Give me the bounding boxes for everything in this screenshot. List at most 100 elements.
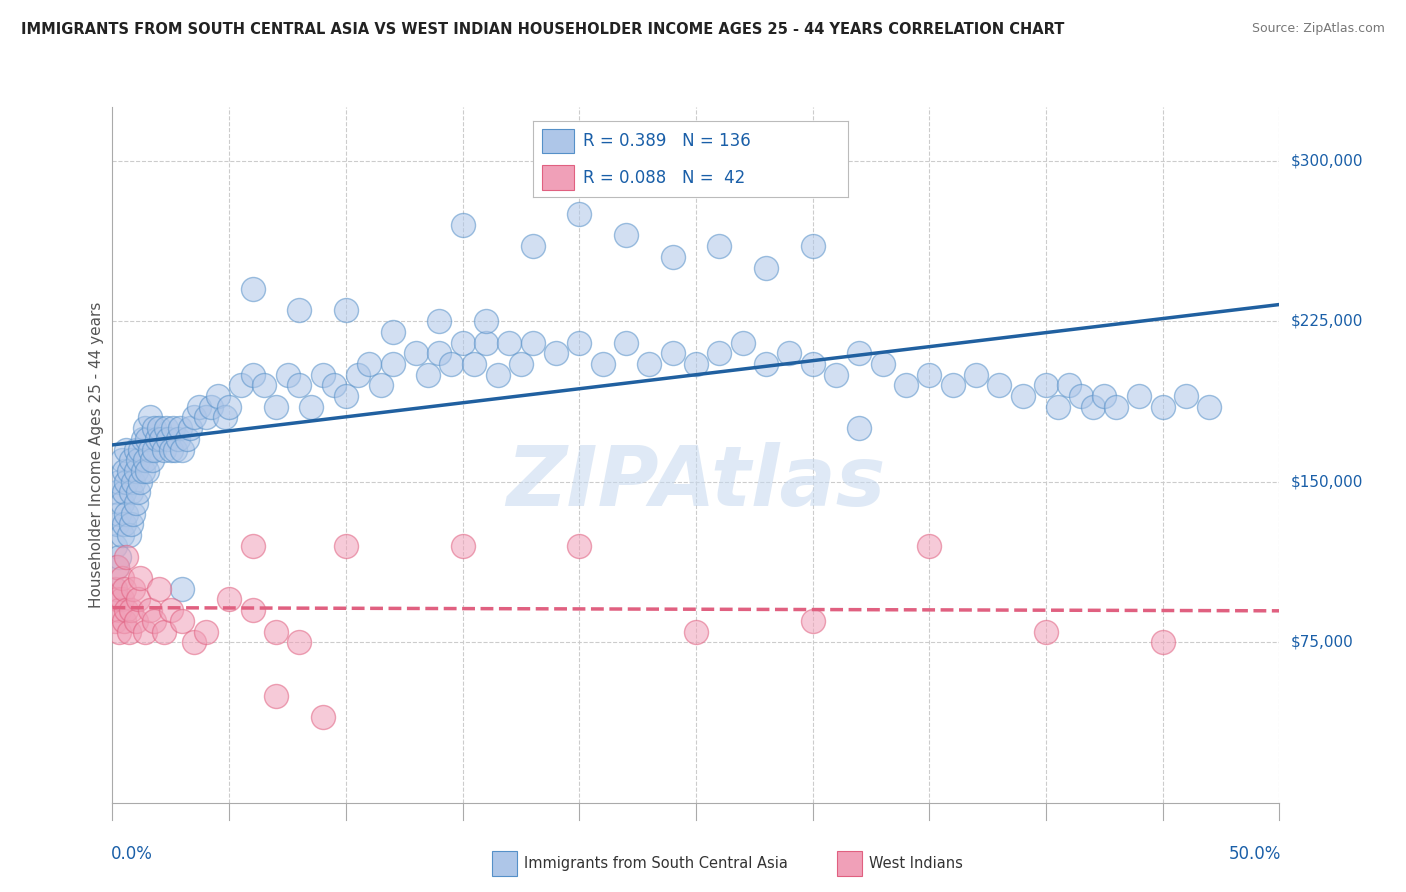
Point xyxy=(105,592,128,607)
Point xyxy=(475,314,498,328)
Point xyxy=(162,421,184,435)
Point xyxy=(127,485,149,500)
Point xyxy=(112,485,135,500)
Point xyxy=(160,442,183,457)
Point xyxy=(108,475,131,489)
Point xyxy=(218,400,240,414)
Point xyxy=(183,410,205,425)
Point xyxy=(1011,389,1033,403)
Point xyxy=(108,624,131,639)
Point xyxy=(120,517,142,532)
Point xyxy=(122,507,145,521)
Point xyxy=(264,400,287,414)
Point xyxy=(111,592,134,607)
Text: $75,000: $75,000 xyxy=(1291,635,1354,649)
Point xyxy=(134,624,156,639)
Point xyxy=(122,582,145,596)
Text: $300,000: $300,000 xyxy=(1291,153,1362,168)
Point xyxy=(108,549,131,564)
Point xyxy=(661,346,683,360)
Point xyxy=(139,603,162,617)
Point xyxy=(801,239,824,253)
Point xyxy=(346,368,368,382)
Point xyxy=(848,421,870,435)
Text: IMMIGRANTS FROM SOUTH CENTRAL ASIA VS WEST INDIAN HOUSEHOLDER INCOME AGES 25 - 4: IMMIGRANTS FROM SOUTH CENTRAL ASIA VS WE… xyxy=(21,22,1064,37)
Point xyxy=(242,368,264,382)
Point xyxy=(1128,389,1150,403)
Point xyxy=(486,368,509,382)
Point xyxy=(638,357,661,371)
Point xyxy=(143,614,166,628)
Point xyxy=(335,389,357,403)
Point xyxy=(146,432,169,446)
Point xyxy=(894,378,917,392)
Point xyxy=(111,571,134,585)
Point xyxy=(153,442,176,457)
Point xyxy=(509,357,531,371)
Point xyxy=(141,453,163,467)
Point xyxy=(1105,400,1128,414)
Bar xyxy=(543,165,574,190)
Point xyxy=(136,432,159,446)
Point xyxy=(311,710,333,724)
Point xyxy=(381,325,404,339)
Point xyxy=(614,335,637,350)
Point xyxy=(139,442,162,457)
Point xyxy=(111,528,134,542)
Point xyxy=(112,582,135,596)
Point xyxy=(115,549,138,564)
Point xyxy=(172,442,194,457)
Point xyxy=(139,410,162,425)
Point xyxy=(242,539,264,553)
Point xyxy=(229,378,252,392)
Point xyxy=(134,421,156,435)
Point xyxy=(214,410,236,425)
Point xyxy=(1081,400,1104,414)
Point xyxy=(685,624,707,639)
Point xyxy=(120,453,142,467)
Point xyxy=(522,239,544,253)
Point xyxy=(1035,378,1057,392)
Point xyxy=(118,464,141,478)
Point xyxy=(335,539,357,553)
Point xyxy=(918,539,941,553)
Point xyxy=(1070,389,1092,403)
Text: Source: ZipAtlas.com: Source: ZipAtlas.com xyxy=(1251,22,1385,36)
Point xyxy=(416,368,439,382)
Point xyxy=(661,250,683,264)
Point xyxy=(405,346,427,360)
Point xyxy=(160,603,183,617)
Text: ZIPAtlas: ZIPAtlas xyxy=(506,442,886,524)
Point xyxy=(120,603,142,617)
Point xyxy=(288,303,311,318)
Point xyxy=(848,346,870,360)
Point xyxy=(207,389,229,403)
Point xyxy=(1175,389,1198,403)
Point xyxy=(129,475,152,489)
Point xyxy=(194,624,217,639)
Point xyxy=(143,442,166,457)
Point xyxy=(1035,624,1057,639)
Point xyxy=(288,378,311,392)
Point xyxy=(755,357,778,371)
Point xyxy=(111,453,134,467)
Point xyxy=(218,592,240,607)
Point xyxy=(427,346,450,360)
Point xyxy=(1198,400,1220,414)
Point xyxy=(127,592,149,607)
Point xyxy=(120,485,142,500)
Point xyxy=(122,475,145,489)
Point xyxy=(136,464,159,478)
Point xyxy=(179,421,201,435)
Point xyxy=(1059,378,1081,392)
Point xyxy=(148,582,170,596)
Point xyxy=(125,614,148,628)
Text: 0.0%: 0.0% xyxy=(111,845,153,863)
Point xyxy=(568,207,591,221)
Text: R = 0.389   N = 136: R = 0.389 N = 136 xyxy=(583,132,751,150)
Point xyxy=(801,614,824,628)
Point xyxy=(129,442,152,457)
Point xyxy=(125,442,148,457)
Bar xyxy=(543,128,574,153)
Point xyxy=(778,346,800,360)
